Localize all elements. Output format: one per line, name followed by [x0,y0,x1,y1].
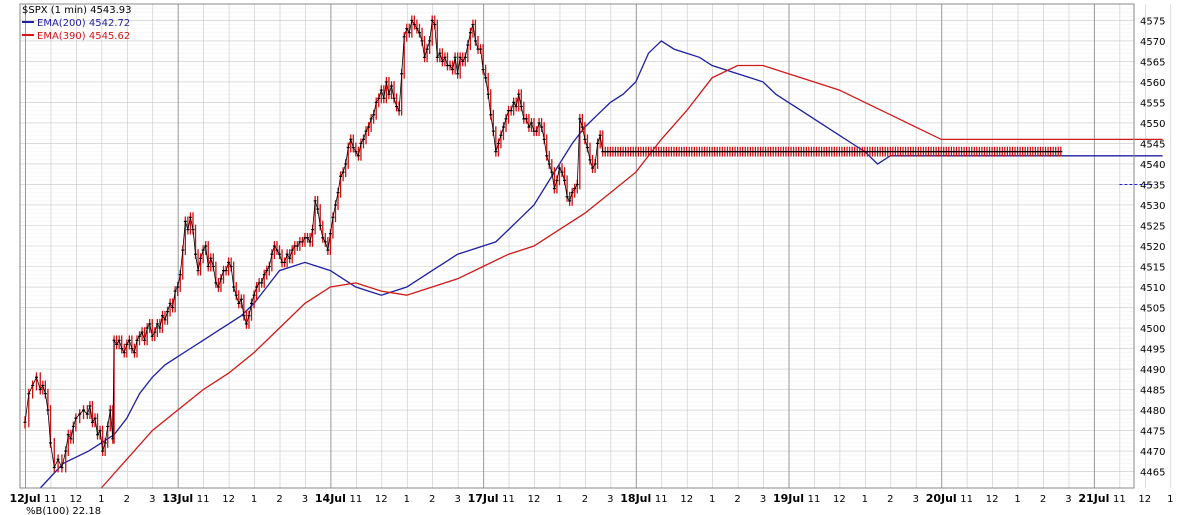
x-tick-label: 2 [429,494,435,505]
x-tick-label: 3 [760,494,766,505]
ema200-line [39,40,1163,489]
y-tick-label: 4535 [1140,180,1165,191]
y-tick-label: 4555 [1140,98,1165,109]
x-tick-label: 13Jul [162,492,193,505]
x-tick-label: 11 [655,494,668,505]
y-tick-label: 4515 [1140,263,1165,274]
y-tick-label: 4500 [1140,324,1165,335]
x-tick-label: 1 [862,494,868,505]
y-tick-label: 4505 [1140,304,1165,315]
y-axis: 4465 4470 4475 4480 4485 4490 4495 4500 4505 4510… [1140,16,1165,478]
x-tick-label: 3 [607,494,613,505]
x-tick-label: 1 [98,494,104,505]
x-tick-label: 3 [454,494,460,505]
y-tick-label: 4520 [1140,242,1165,253]
y-tick-label: 4485 [1140,386,1165,397]
x-tick-label: 14Jul [315,492,346,505]
y-tick-label: 4565 [1140,57,1165,68]
y-tick-label: 4575 [1140,16,1165,27]
x-tick-label: 3 [302,494,308,505]
ema390-line [100,64,1163,489]
y-tick-label: 4540 [1140,160,1165,171]
x-tick-label: 19Jul [773,492,804,505]
x-tick-label: 1 [251,494,257,505]
x-tick-label: 1 [404,494,410,505]
x-tick-label: 11 [197,494,210,505]
bottom-indicator-label: %B(100) 22.18 [26,506,101,515]
legend-label-ema390: EMA(390) 4545.62 [37,31,130,42]
y-tick-label: 4560 [1140,78,1165,89]
x-tick-label: 2 [1040,494,1046,505]
x-tick-label: 2 [582,494,588,505]
y-tick-label: 4490 [1140,365,1165,376]
x-tick-label: 1 [709,494,715,505]
y-tick-label: 4550 [1140,119,1165,130]
x-tick-label: 2 [124,494,130,505]
y-tick-label: 4530 [1140,201,1165,212]
x-tick-label: 12Jul [9,492,40,505]
x-tick-label: 12 [528,494,541,505]
x-tick-label: 12 [375,494,388,505]
chart-title: $SPX (1 min) 4543.93 [22,5,132,16]
ema-layer [39,40,1163,489]
y-tick-label: 4570 [1140,37,1165,48]
x-tick-label: 1 [1014,494,1020,505]
y-tick-label: 4545 [1140,139,1165,150]
price-line [24,19,1061,469]
y-tick-label: 4470 [1140,447,1165,458]
plot-frame [19,3,1135,489]
x-tick-label: 21Jul [1078,492,1109,505]
x-tick-label: 1 [1167,494,1173,505]
y-tick-label: 4495 [1140,345,1165,356]
y-tick-label: 4525 [1140,221,1165,232]
x-tick-label: 12 [1138,494,1151,505]
x-tick-label: 2 [887,494,893,505]
y-tick-label: 4480 [1140,406,1165,417]
x-tick-label: 2 [276,494,282,505]
x-tick-label: 20Jul [926,492,957,505]
x-tick-label: 11 [960,494,973,505]
x-tick-label: 3 [913,494,919,505]
x-axis: 12Jul 11 12 1 2 3 13Jul 11 12 1 2 3 14Jul 11 12 1 2 3 17Ju… [9,492,1173,505]
x-tick-label: 18Jul [620,492,651,505]
x-tick-label: 17Jul [468,492,499,505]
price-layer [23,15,1063,473]
x-tick-label: 11 [44,494,57,505]
x-tick-label: 11 [349,494,362,505]
y-tick-label: 4475 [1140,427,1165,438]
x-tick-label: 11 [502,494,515,505]
x-tick-label: 1 [556,494,562,505]
x-tick-label: 12 [70,494,83,505]
legend-label-ema200: EMA(200) 4542.72 [37,18,130,29]
x-tick-label: 11 [808,494,821,505]
x-tick-label: 3 [1065,494,1071,505]
x-tick-label: 12 [680,494,693,505]
x-tick-label: 12 [833,494,846,505]
x-tick-label: 3 [149,494,155,505]
x-tick-label: 12 [222,494,235,505]
y-tick-label: 4510 [1140,283,1165,294]
legend: $SPX (1 min) 4543.93 EMA(200) 4542.72 EM… [22,5,132,42]
x-tick-label: 11 [1113,494,1126,505]
x-tick-label: 12 [986,494,999,505]
x-tick-label: 2 [734,494,740,505]
y-tick-label: 4465 [1140,468,1165,479]
